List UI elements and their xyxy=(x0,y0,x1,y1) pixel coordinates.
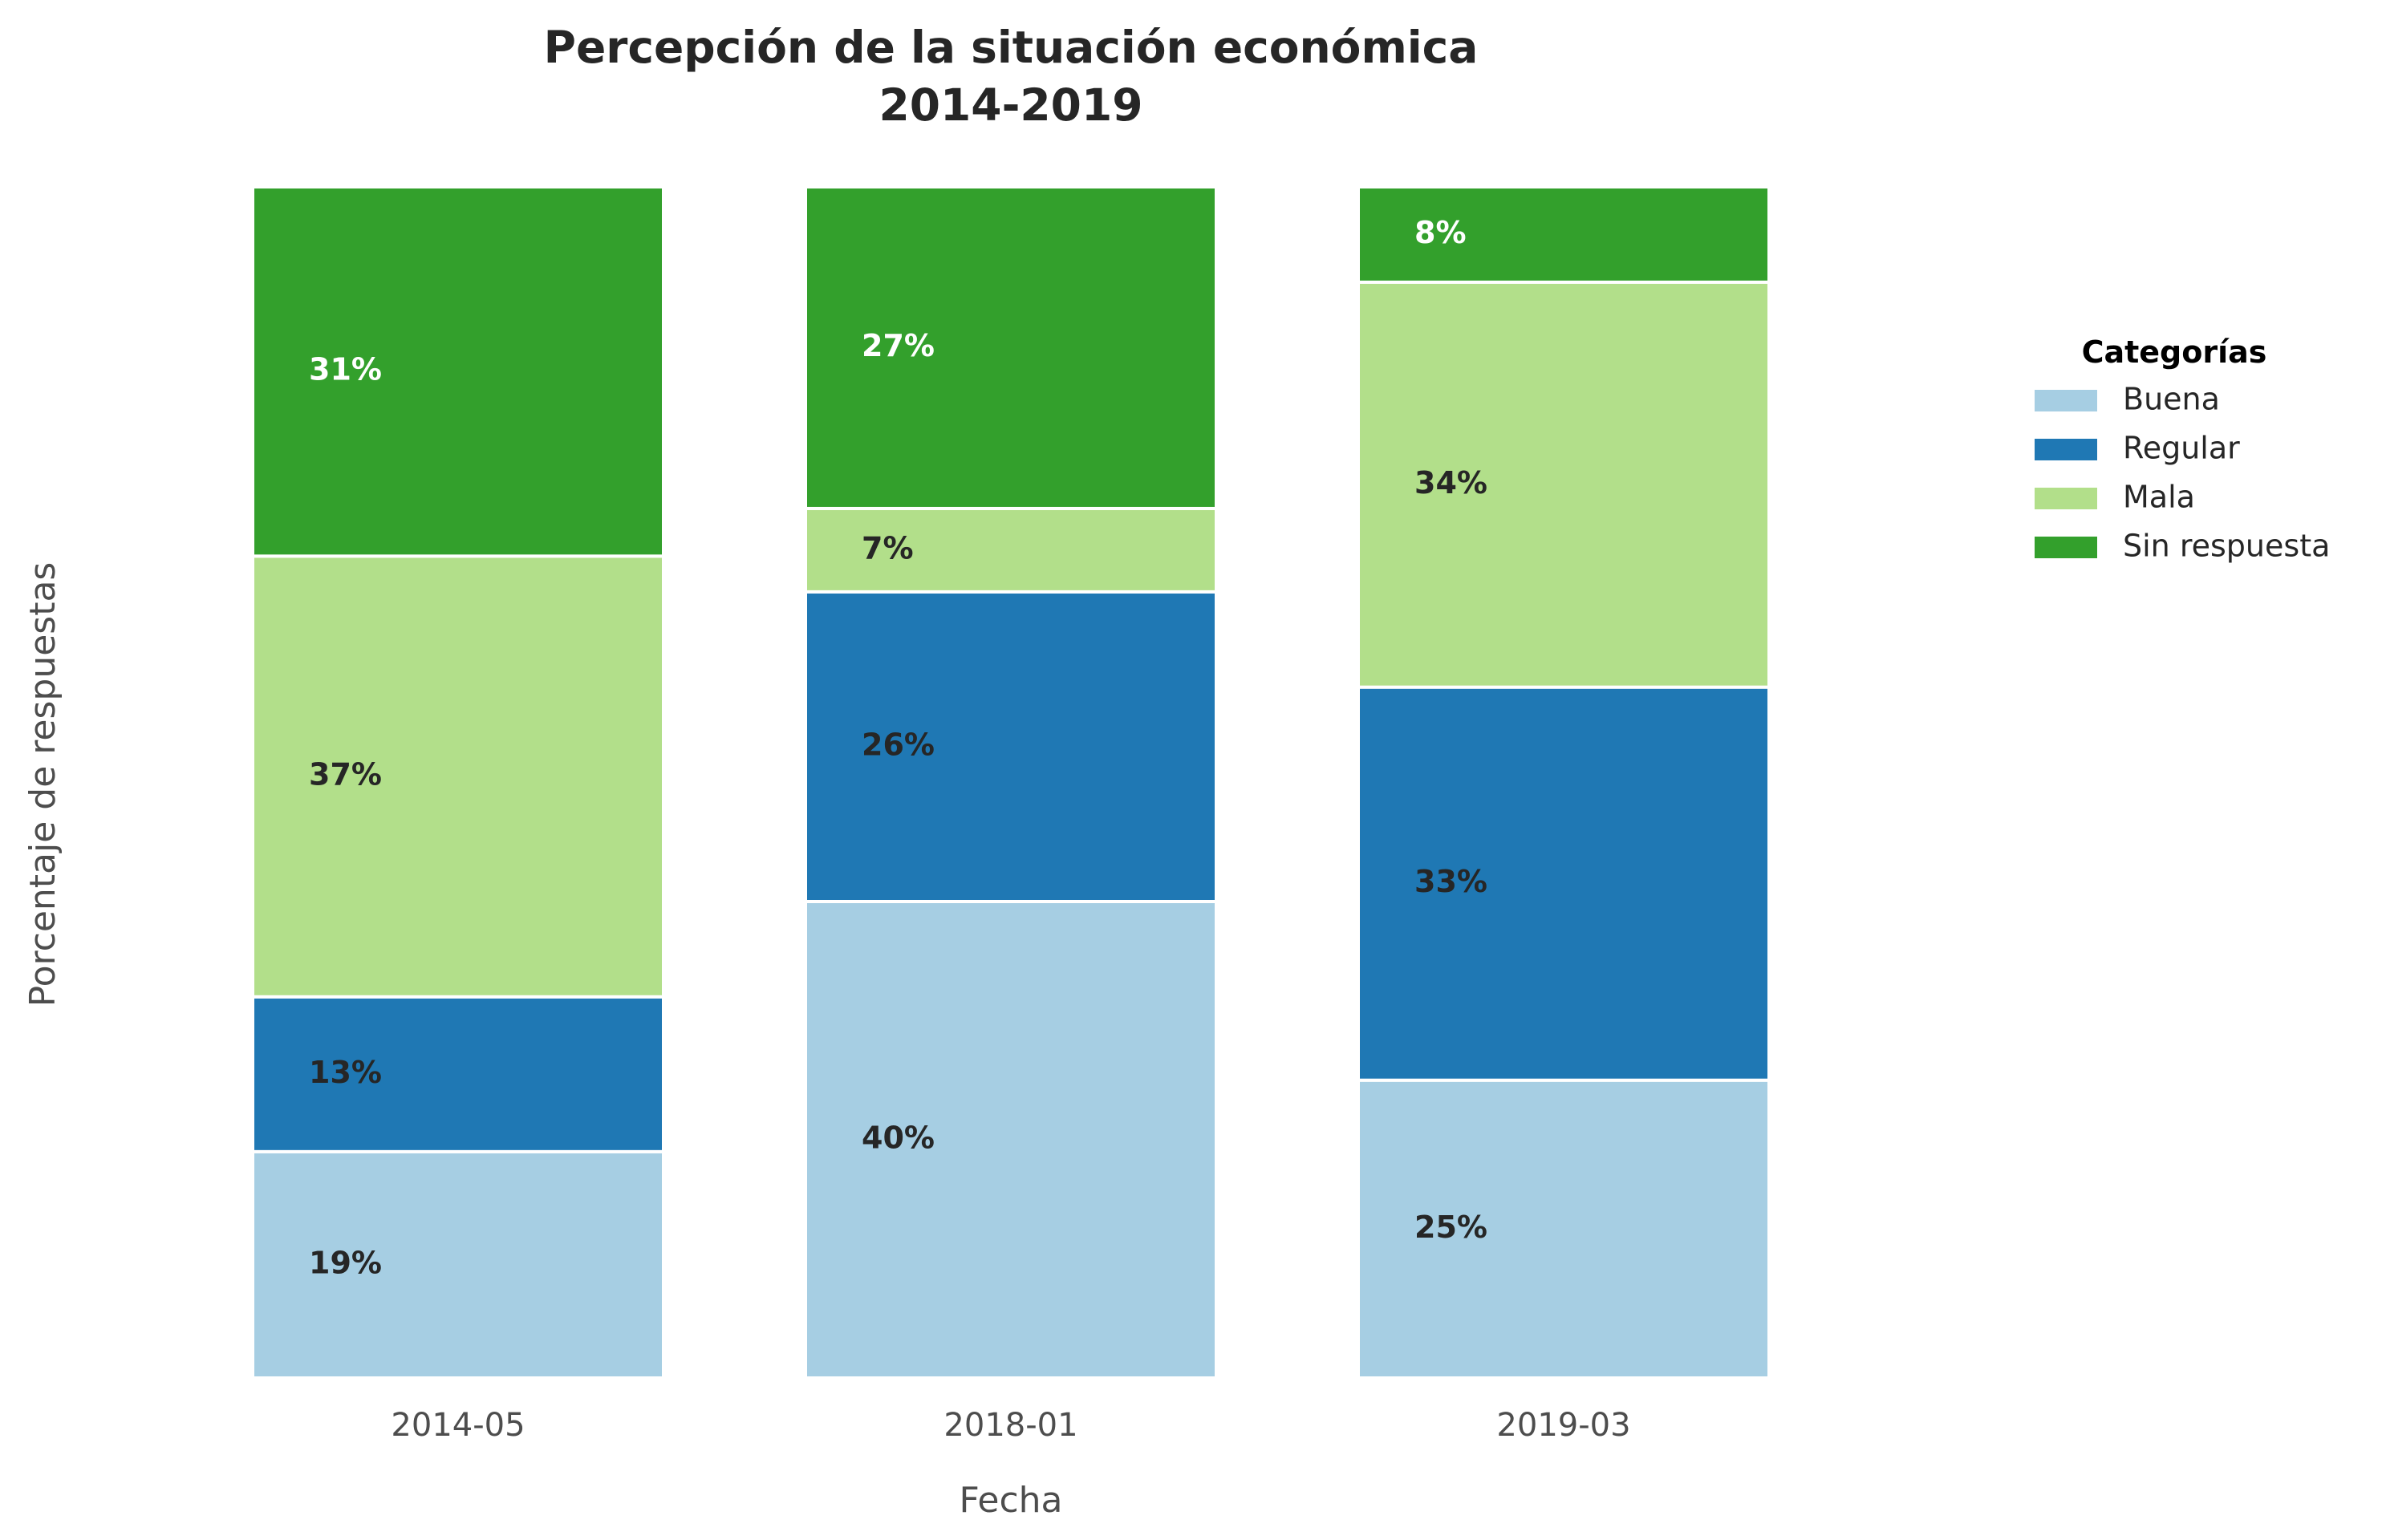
legend-label-buena: Buena xyxy=(2123,382,2220,417)
bar-regular-2019-03 xyxy=(1357,685,1771,1082)
data-label-regular-2018-01: 26% xyxy=(862,727,935,762)
legend-label-regular: Regular xyxy=(2123,431,2240,466)
legend: Categorías Buena Regular Mala Sin respuesta xyxy=(2035,334,2330,564)
legend-label-mala: Mala xyxy=(2123,480,2195,515)
data-label-buena-2019-03: 25% xyxy=(1414,1210,1487,1245)
bar-buena-2019-03 xyxy=(1357,1078,1771,1380)
bar-buena-2014-05 xyxy=(251,1149,665,1380)
legend-swatch-sin-respuesta xyxy=(2035,537,2097,558)
data-label-regular-2014-05: 13% xyxy=(309,1055,382,1090)
bar-buena-2018-01 xyxy=(804,900,1218,1380)
chart-title: Percepción de la situación económica xyxy=(544,22,1479,73)
legend-swatch-regular xyxy=(2035,439,2097,460)
x-tick-labels: 2014-05 2018-01 2019-03 xyxy=(391,1407,1630,1444)
data-label-mala-2019-03: 34% xyxy=(1414,465,1487,500)
chart-subtitle: 2014-2019 xyxy=(879,79,1143,131)
bar-sin-respuesta-2019-03 xyxy=(1357,185,1771,284)
bar-mala-2018-01 xyxy=(804,506,1218,594)
data-labels-group: 19% 13% 37% 31% 40% 26% 7% 27% 25% 33% 34% 8% xyxy=(309,215,1487,1281)
bar-mala-2019-03 xyxy=(1357,280,1771,689)
x-axis-label: Fecha xyxy=(959,1480,1062,1521)
bar-sin-respuesta-2014-05 xyxy=(251,185,665,558)
x-tick-label-2014-05: 2014-05 xyxy=(391,1407,525,1444)
legend-swatch-mala xyxy=(2035,488,2097,509)
data-label-sin-respuesta-2019-03: 8% xyxy=(1414,215,1467,250)
data-label-sin-respuesta-2018-01: 27% xyxy=(862,328,935,363)
data-label-regular-2019-03: 33% xyxy=(1414,864,1487,899)
bar-regular-2018-01 xyxy=(804,590,1218,904)
data-label-sin-respuesta-2014-05: 31% xyxy=(309,352,382,387)
x-tick-label-2018-01: 2018-01 xyxy=(943,1407,1077,1444)
data-label-mala-2014-05: 37% xyxy=(309,757,382,792)
data-label-buena-2014-05: 19% xyxy=(309,1245,382,1280)
y-axis-label: Porcentaje de respuestas xyxy=(22,562,63,1007)
bar-regular-2014-05 xyxy=(251,995,665,1153)
legend-label-sin-respuesta: Sin respuesta xyxy=(2123,529,2330,564)
data-label-mala-2018-01: 7% xyxy=(862,530,914,565)
x-tick-label-2019-03: 2019-03 xyxy=(1496,1407,1630,1444)
legend-title: Categorías xyxy=(2082,334,2267,370)
bar-sin-respuesta-2018-01 xyxy=(804,185,1218,510)
data-label-buena-2018-01: 40% xyxy=(862,1121,935,1156)
legend-swatch-buena xyxy=(2035,390,2097,411)
bars-group xyxy=(251,185,1771,1380)
